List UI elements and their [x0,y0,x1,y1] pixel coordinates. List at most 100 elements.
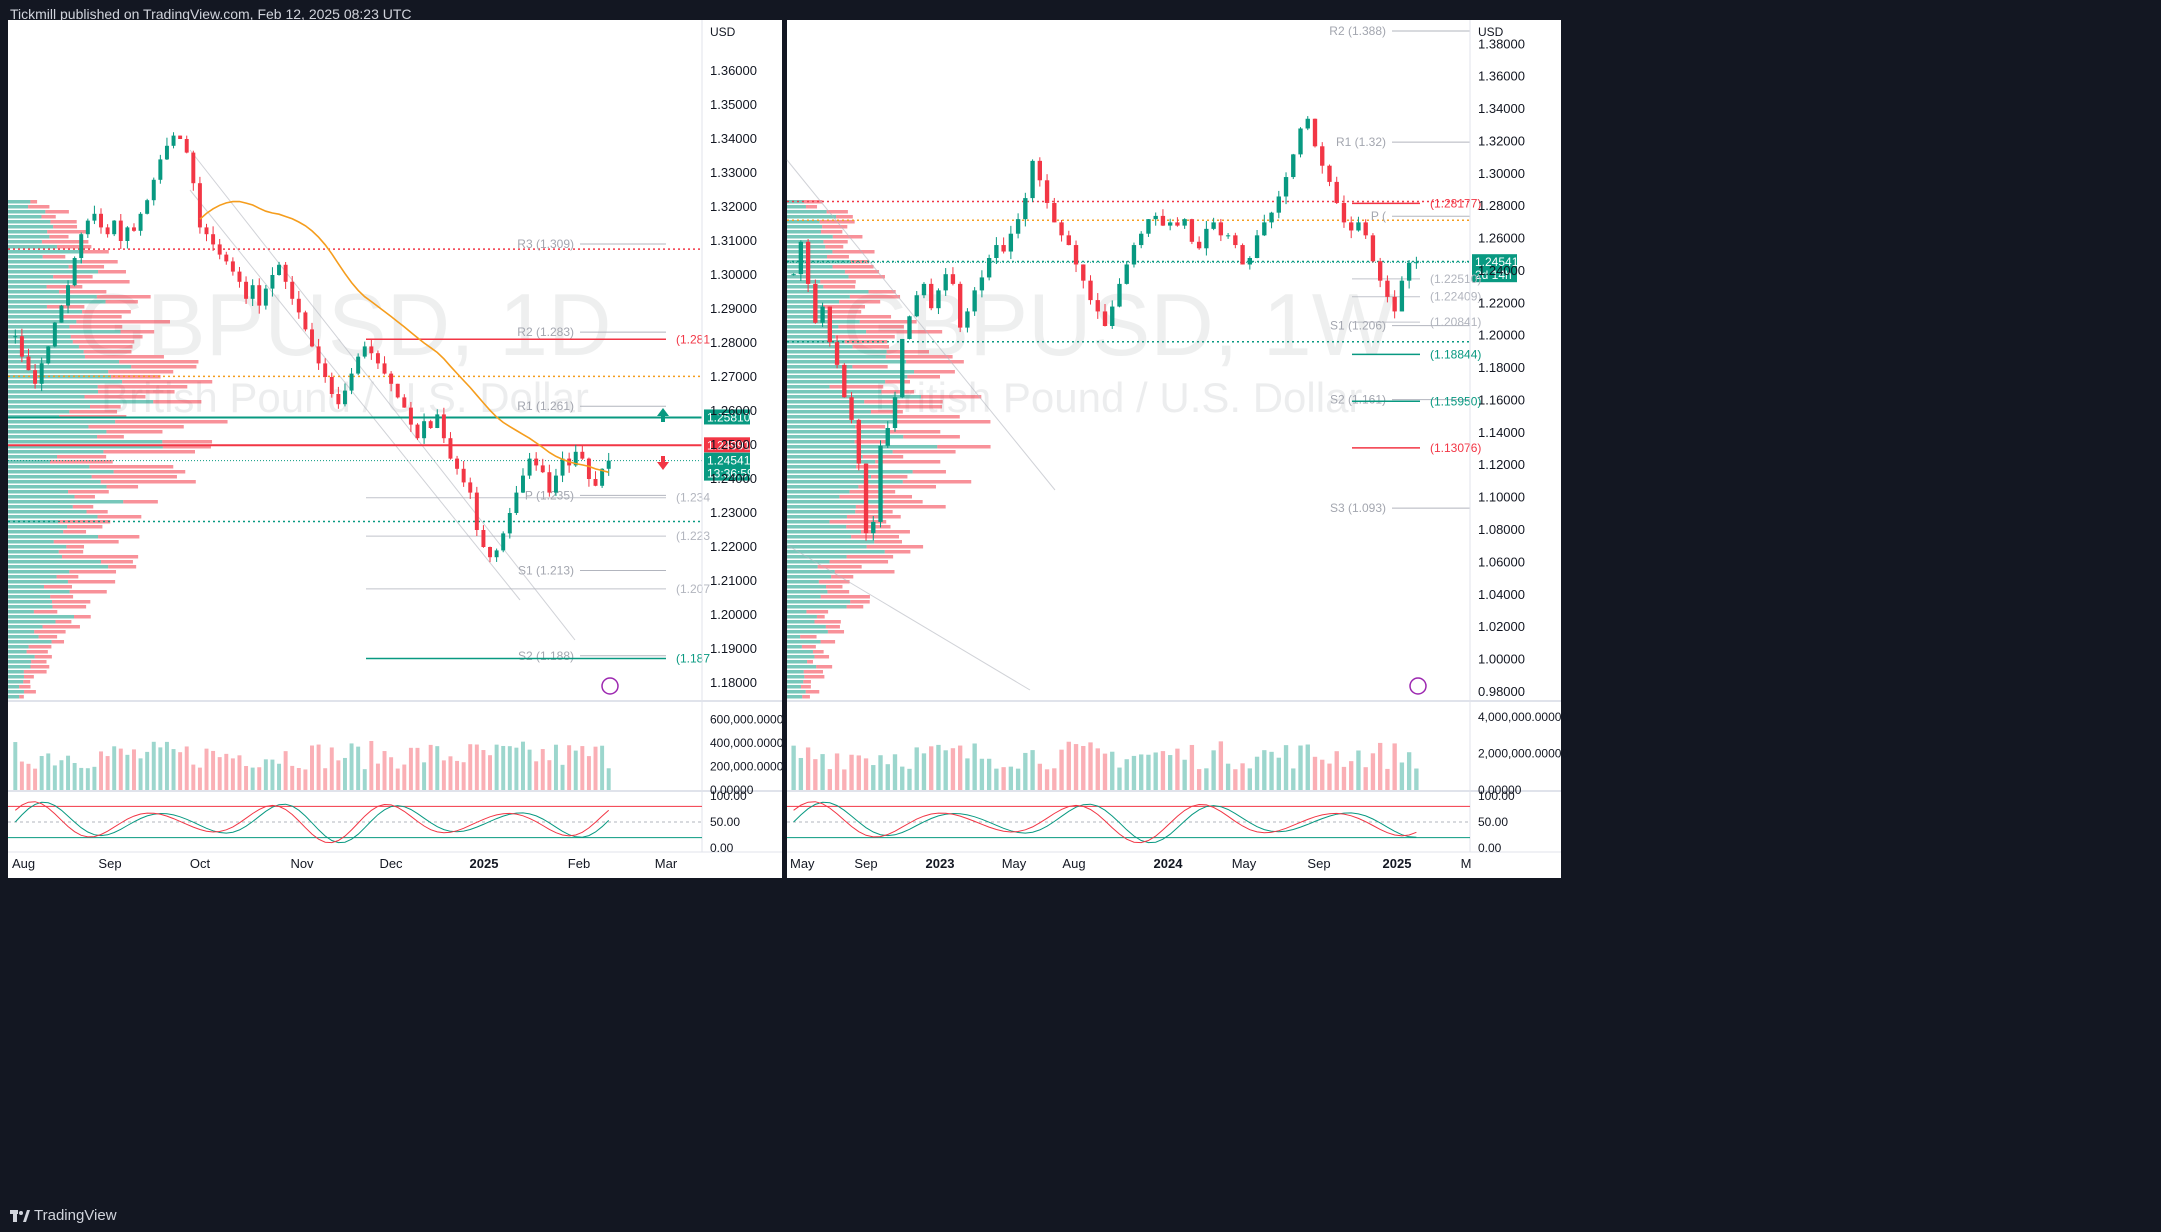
candle-body [26,356,31,371]
volume-profile-buy [8,430,107,434]
volume-profile-sell [855,425,886,429]
volume-bar [560,764,565,790]
volume-bar [356,746,361,790]
volume-profile-buy [787,565,818,569]
volume-profile-sell [822,225,848,229]
candle-body [1298,128,1303,155]
volume-bar [900,766,905,790]
volume-profile-sell [38,635,58,639]
volume-profile-buy [787,445,938,449]
volume-bar [488,755,492,790]
volume-profile-buy [787,610,807,614]
volume-profile-sell [896,415,960,419]
volume-profile-buy [787,395,921,399]
volume-profile-sell [854,440,887,444]
volume-profile-sell [162,445,211,449]
price-tick-label: 1.26000 [710,403,757,418]
volume-bar [1305,744,1310,790]
volume-profile-buy [8,325,70,329]
candle-body [1102,311,1108,326]
candle-body [283,264,288,282]
candle-body [435,414,440,428]
volume-bar [1225,763,1231,790]
volume-profile-sell [89,465,174,469]
volume-profile-sell [91,475,177,479]
volume-profile-sell [74,495,95,499]
fib-level-label: (1.18844) [1430,347,1481,361]
volume-profile-sell [47,230,87,234]
volume-profile-buy [8,450,104,454]
volume-bar [336,760,341,790]
candle-body [211,234,216,245]
candle-body [856,419,861,464]
volume-bar [1081,745,1086,790]
volume-bar [1088,742,1093,790]
candle-body [1283,177,1289,197]
volume-bar [540,749,545,790]
volume-profile-buy [8,200,31,204]
volume-bar [217,757,222,790]
volume-bar [494,744,499,790]
candle-body [85,220,90,235]
tradingview-logo-icon [10,1210,30,1222]
volume-profile-buy [787,495,840,499]
price-tick-label: 1.12000 [1478,457,1525,472]
volume-bar [1001,767,1006,790]
price-tick-label: 1.08000 [1478,522,1525,537]
volume-profile-buy [8,535,99,539]
volume-profile-buy [8,420,116,424]
volume-profile-buy [787,600,851,604]
volume-profile-buy [787,205,806,209]
candle-body [237,271,242,282]
price-badge-text: 1.24541 [707,454,751,468]
candle-body [171,135,176,146]
volume-bar [580,746,585,790]
pane-background [787,20,1561,878]
volume-profile-buy [8,295,97,299]
volume-profile-buy [787,485,859,489]
volume-profile-buy [787,540,875,544]
candle-body [382,363,387,374]
volume-bar [1283,745,1289,790]
volume-profile-buy [8,550,59,554]
volume-profile-sell [820,280,856,284]
volume-profile-sell [800,685,811,689]
volume-profile-sell [108,370,174,374]
price-tick-label: 1.14000 [1478,425,1525,440]
volume-bar [1327,763,1332,790]
volume-bar [553,744,558,790]
volume-profile-buy [787,615,817,619]
price-tick-label: 1.23000 [710,505,757,520]
volume-profile-sell [28,645,52,649]
tradingview-footer: TradingView [0,1200,2161,1232]
candle-body [197,183,202,228]
volume-bar [1349,761,1354,790]
volume-profile-sell [862,455,904,459]
volume-bar [1160,751,1166,790]
volume-profile-buy [787,640,821,644]
volume-bar [1008,766,1014,790]
price-tick-label: 1.21000 [710,573,757,588]
volume-profile-sell [23,680,31,684]
volume-profile-buy [8,555,62,559]
volume-profile-sell [800,635,817,639]
candle-body [514,492,519,513]
volume-profile-buy [8,445,163,449]
candle-body [1044,180,1050,203]
volume-profile-buy [787,575,832,579]
volume-profile-sell [830,310,862,314]
volume-bar [1298,745,1303,790]
candle-body [965,311,970,328]
volume-profile-sell [56,575,79,579]
volume-bar [1211,750,1216,790]
volume-profile-buy [8,215,42,219]
volume-profile-buy [8,540,54,544]
volume-profile-sell [58,290,107,294]
volume-profile-buy [8,495,75,499]
volume-profile-sell [82,260,118,264]
candle-body [349,373,354,391]
pivot-level-label: R1 (1.261) [517,399,574,413]
volume-bar [79,767,84,790]
price-tick-label: 1.36000 [710,63,757,78]
